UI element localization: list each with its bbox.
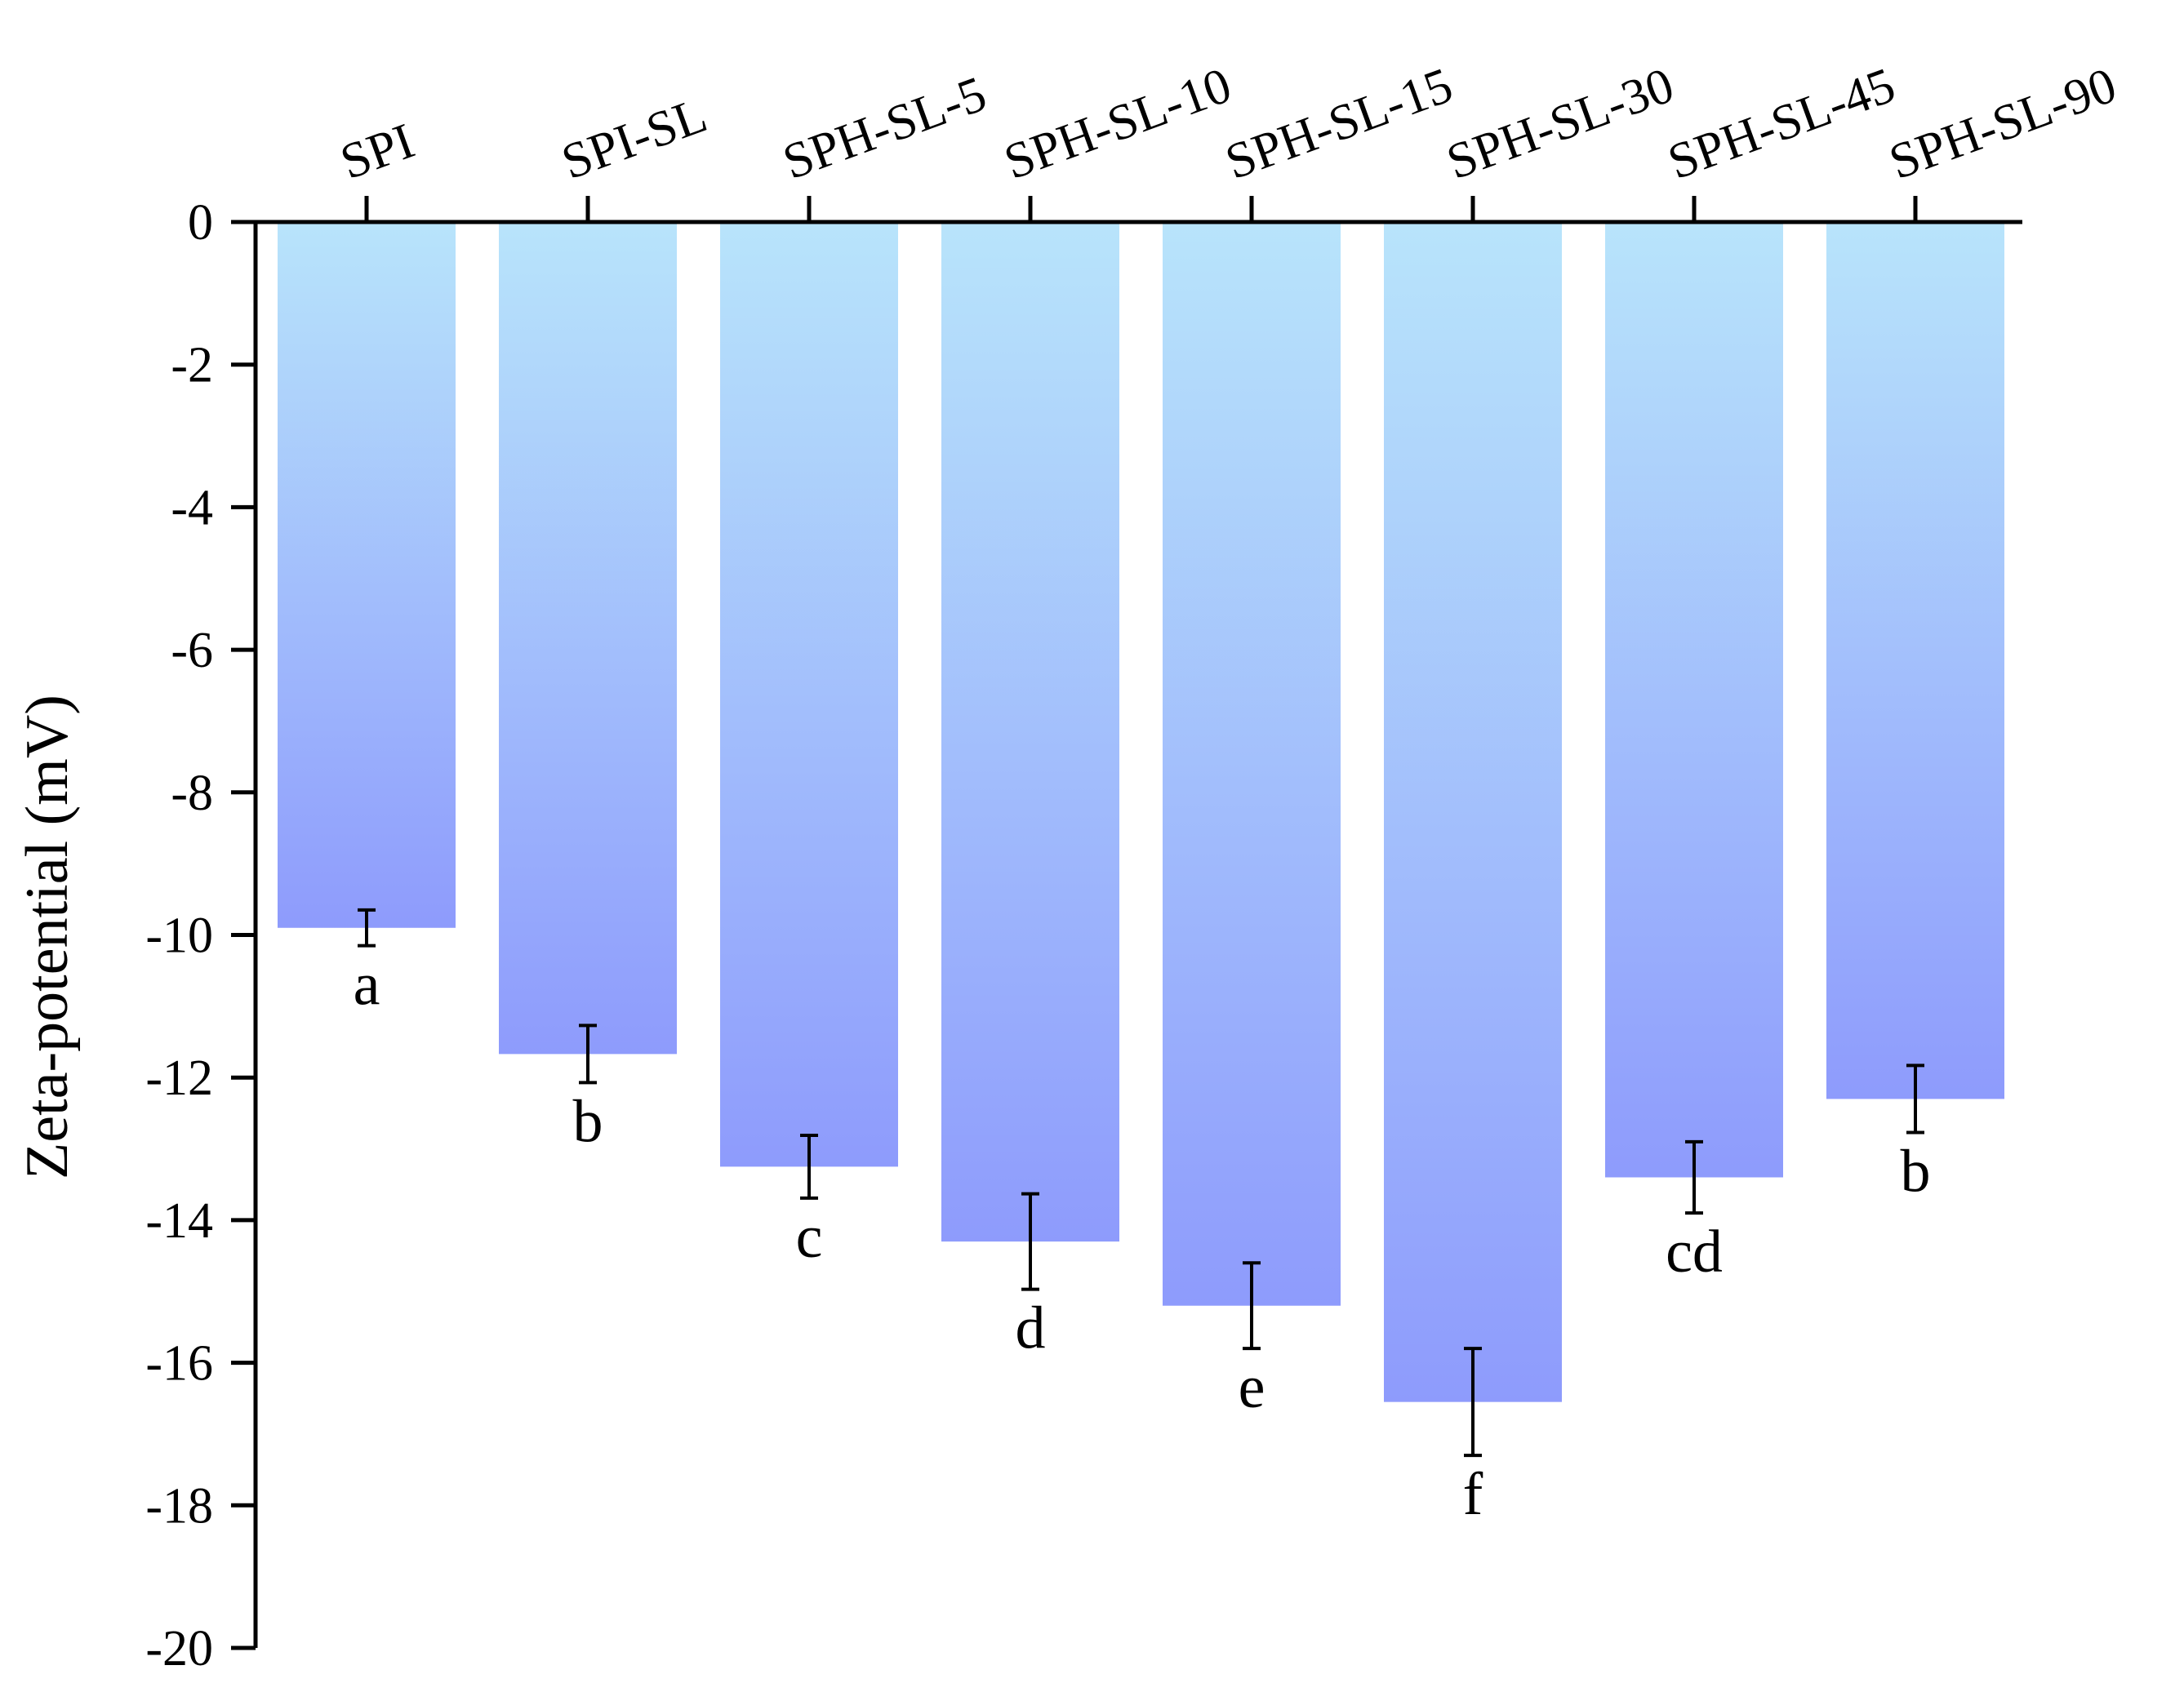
y-tick-label-7: -14	[145, 1193, 213, 1249]
y-tick-label-10: -20	[145, 1621, 213, 1676]
category-label-spi: SPI	[334, 113, 421, 191]
y-tick-label-0: 0	[188, 195, 213, 251]
bar-spi	[278, 222, 456, 928]
category-label-sph-sl-10: SPH-SL-10	[998, 57, 1239, 190]
bars-layer	[278, 222, 2004, 1402]
significance-letter-sph-sl-30: f	[1463, 1461, 1483, 1528]
significance-letter-sph-sl-10: d	[1016, 1295, 1046, 1362]
bar-sph-sl-90	[1826, 222, 2004, 1099]
error-bar-sph-sl-45	[1685, 1139, 1703, 1215]
bar-sph-sl-5	[720, 222, 898, 1167]
error-bars-layer	[358, 908, 1924, 1458]
category-label-sph-sl-30: SPH-SL-30	[1440, 57, 1681, 190]
category-label-spi-sl: SPI-SL	[555, 87, 714, 190]
y-tick-label-5: -10	[145, 908, 213, 964]
bar-sph-sl-10	[941, 222, 1119, 1242]
category-label-sph-sl-5: SPH-SL-5	[776, 66, 994, 190]
y-tick-label-8: -16	[145, 1336, 213, 1392]
y-tick-label-2: -4	[171, 480, 213, 535]
error-bar-spi	[358, 908, 376, 948]
y-tick-label-6: -12	[145, 1050, 213, 1106]
significance-letter-sph-sl-45: cd	[1666, 1219, 1723, 1286]
error-bar-sph-sl-15	[1243, 1261, 1261, 1351]
bar-sph-sl-30	[1384, 222, 1562, 1402]
category-label-sph-sl-90: SPH-SL-90	[1883, 57, 2124, 190]
error-bar-sph-sl-10	[1021, 1192, 1039, 1291]
bar-sph-sl-15	[1163, 222, 1341, 1306]
error-bar-spi-sl	[579, 1024, 597, 1085]
y-tick-label-4: -8	[171, 766, 213, 821]
significance-letter-spi: a	[354, 952, 380, 1019]
category-label-sph-sl-15: SPH-SL-15	[1219, 57, 1460, 190]
bar-sph-sl-45	[1605, 222, 1783, 1178]
y-axis-title: Zeta-potential (mV)	[14, 695, 81, 1179]
significance-letter-sph-sl-5: c	[796, 1204, 823, 1271]
error-bar-sph-sl-30	[1464, 1347, 1482, 1458]
bar-spi-sl	[499, 222, 677, 1055]
significance-letter-sph-sl-90: b	[1901, 1138, 1931, 1205]
error-bar-sph-sl-5	[800, 1133, 818, 1200]
axes-layer	[231, 196, 2022, 1650]
y-tick-label-3: -6	[171, 623, 213, 678]
error-bar-sph-sl-90	[1906, 1064, 1924, 1135]
y-tick-label-9: -18	[145, 1478, 213, 1534]
significance-letter-sph-sl-15: e	[1239, 1354, 1265, 1421]
category-label-sph-sl-45: SPH-SL-45	[1661, 57, 1902, 190]
significance-letter-spi-sl: b	[573, 1088, 603, 1155]
y-tick-label-1: -2	[171, 338, 213, 393]
